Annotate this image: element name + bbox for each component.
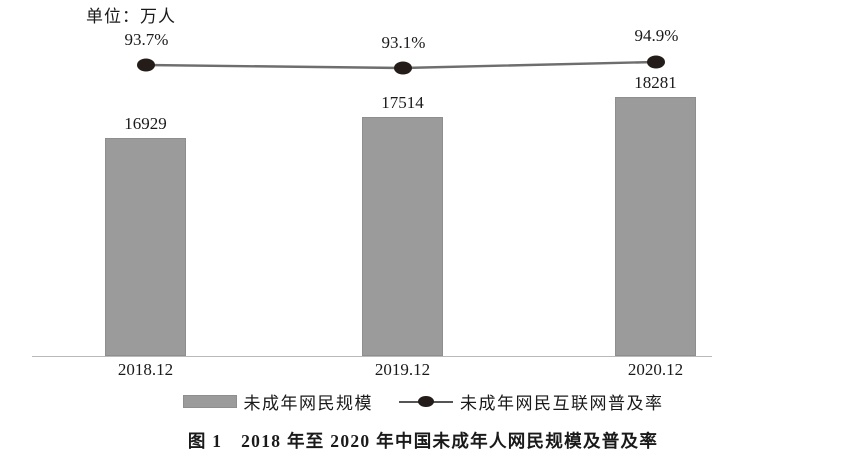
x-axis-line	[32, 356, 712, 357]
chart-legend: 未成年网民规模 未成年网民互联网普及率	[0, 389, 846, 414]
bar-2018	[105, 138, 186, 356]
x-tick-label-2019: 2019.12	[374, 360, 431, 379]
line-series	[137, 55, 665, 75]
pct-label-2019: 93.1%	[381, 33, 426, 52]
line-marker-2018	[137, 58, 155, 72]
bar-swatch-icon	[182, 395, 237, 408]
bar-value-label-2020: 18281	[634, 73, 677, 92]
bar-2019	[362, 117, 443, 356]
line-marker-2019	[394, 61, 412, 75]
pct-label-2018: 93.7%	[124, 30, 169, 49]
bar-2020	[615, 97, 696, 356]
unit-note: 单位：万人	[86, 7, 176, 26]
legend-item-line: 未成年网民互联网普及率	[399, 389, 664, 414]
legend-item-bar: 未成年网民规模	[182, 389, 374, 414]
bar-value-label-2019: 17514	[381, 93, 424, 112]
figure-caption: 图 1 2018 年至 2020 年中国未成年人网民规模及普及率	[187, 431, 659, 451]
pct-label-2020: 94.9%	[634, 26, 679, 45]
x-tick-label-2020: 2020.12	[627, 360, 684, 379]
line-marker-swatch-icon	[399, 395, 453, 408]
bar-value-label-2018: 16929	[124, 114, 167, 133]
legend-label-bar: 未成年网民规模	[243, 394, 373, 413]
plot-area: 16929 17514 18281 93.7% 93.1% 94.9% 2018…	[32, 26, 712, 379]
legend-label-line: 未成年网民互联网普及率	[460, 394, 664, 413]
x-tick-label-2018: 2018.12	[117, 360, 174, 379]
line-marker-2020	[647, 55, 665, 69]
